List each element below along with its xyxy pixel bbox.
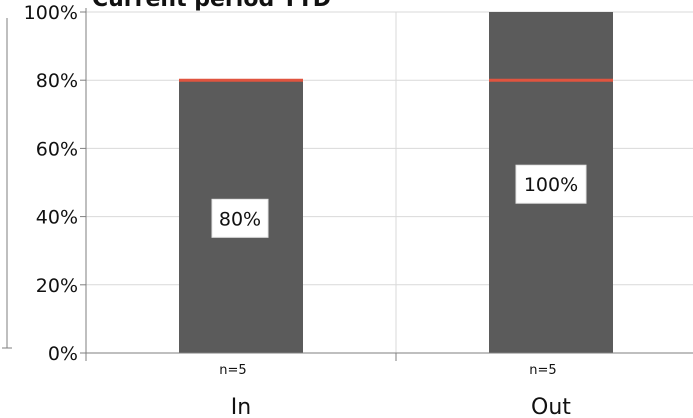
y-tick-label: 60% [36, 138, 78, 160]
tick-labels: 0% 20% 40% 60% 80% 100% 80% 100% n=5 In n=5 Out [24, 2, 587, 418]
n-label-in: n=5 [219, 363, 246, 378]
data-label-in: 80% [219, 208, 261, 230]
axes [2, 8, 693, 361]
y-tick-label: 20% [36, 275, 78, 297]
category-label-out: Out [531, 395, 571, 418]
n-label-out: n=5 [529, 363, 556, 378]
category-label-in: In [231, 395, 251, 418]
chart-title: Current period YTD [92, 0, 331, 12]
data-label-box-out [515, 164, 587, 204]
bars [179, 12, 613, 353]
y-tick-label: 0% [48, 343, 78, 365]
data-label-out: 100% [524, 174, 578, 196]
y-tick-label: 40% [36, 207, 78, 229]
y-tick-label: 100% [24, 2, 78, 24]
y-tick-label: 80% [36, 70, 78, 92]
data-label-box-in [211, 198, 269, 238]
